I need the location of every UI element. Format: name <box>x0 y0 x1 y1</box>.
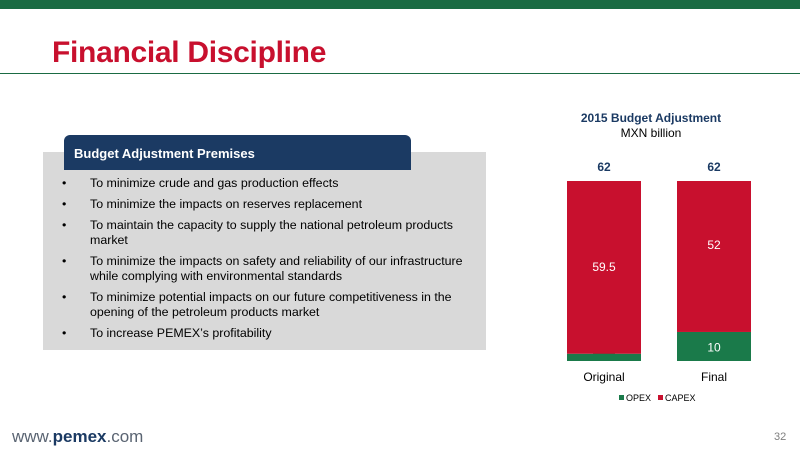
total-label-final: 62 <box>707 160 721 174</box>
page-number: 32 <box>774 431 787 443</box>
legend-swatch-capex <box>658 395 663 400</box>
bullet-icon: • <box>62 176 67 190</box>
legend-swatch-opex <box>619 395 624 400</box>
data-label-opex-final: 10 <box>707 340 721 354</box>
slide-title: Financial Discipline <box>52 36 327 69</box>
category-label-original: Original <box>583 370 624 384</box>
bar-capex-original <box>567 181 641 354</box>
premises-panel <box>43 152 486 350</box>
bar-opex-final <box>677 331 751 361</box>
bullet-icon: • <box>62 290 67 304</box>
total-label-original: 62 <box>597 160 611 174</box>
premise-item: • To minimize the impacts on reserves rep… <box>62 197 363 211</box>
legend-label-capex: CAPEX <box>665 393 696 403</box>
premise-item: • To minimize crude and gas production ef… <box>62 176 339 190</box>
category-label-final: Final <box>701 370 727 384</box>
premises-list: • To minimize crude and gas production ef… <box>60 176 480 347</box>
premise-item: • To minimize potential impacts on our fu… <box>62 290 452 319</box>
premise-item: • To maintain the capacity to supply the … <box>62 218 453 247</box>
premise-item: • To increase PEMEX’s profitability <box>62 326 272 340</box>
chart-title: 2015 Budget Adjustment <box>580 111 722 125</box>
bar-opex-original <box>567 353 641 361</box>
legend-label-opex: OPEX <box>626 393 651 403</box>
bullet-icon: • <box>62 326 67 340</box>
premise-item: • To minimize the impacts on safety and r… <box>62 254 463 283</box>
bullet-icon: • <box>62 254 67 268</box>
data-label-capex-final: 52 <box>707 238 721 252</box>
premises-header: Budget Adjustment Premises <box>64 135 411 170</box>
bullet-icon: • <box>62 218 67 232</box>
title-divider <box>0 73 800 74</box>
data-label-capex-original: 59.5 <box>592 260 616 274</box>
bar-capex-final <box>677 181 751 332</box>
chart-subtitle: MXN billion <box>620 126 682 140</box>
footer-url[interactable]: www.pemex.com <box>12 427 144 446</box>
top-accent-bar <box>0 0 800 9</box>
bullet-icon: • <box>62 197 67 211</box>
